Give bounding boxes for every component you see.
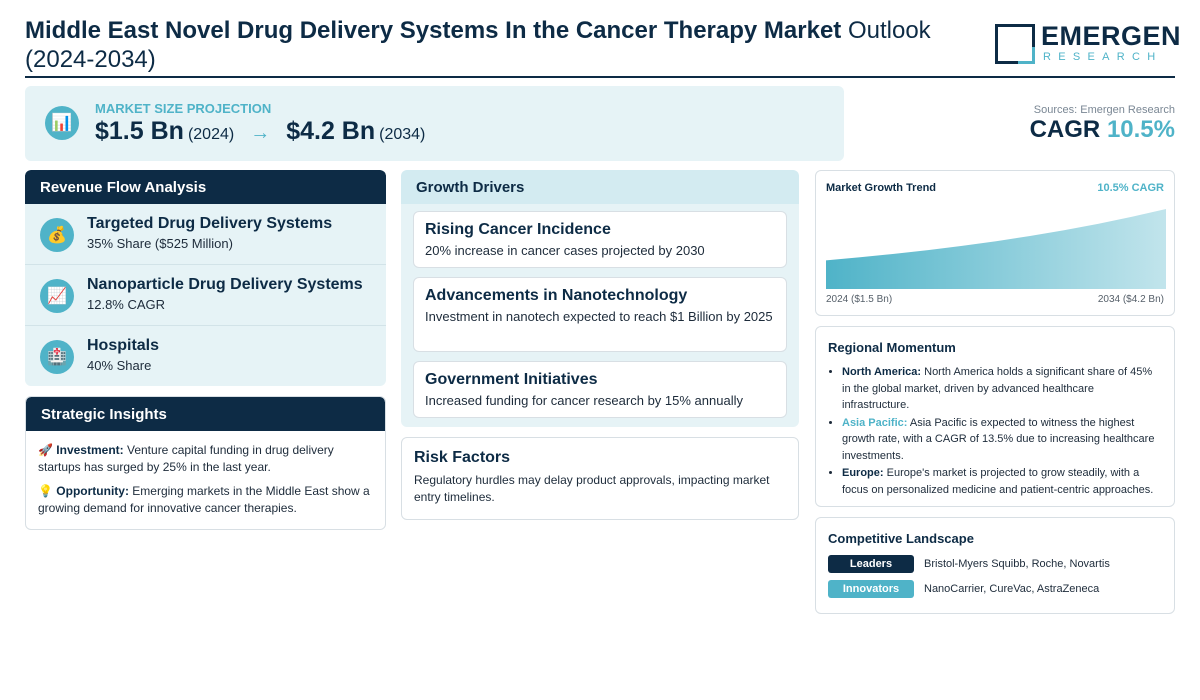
- logo-wordmark: EMERGEN: [1041, 21, 1182, 51]
- growth-driver-desc: Increased funding for cancer research by…: [425, 393, 743, 408]
- rocket-icon: 🚀: [38, 443, 53, 457]
- risk-factors-panel: Risk Factors Regulatory hurdles may dela…: [401, 437, 799, 520]
- cagr-summary: CAGR 10.5%: [1030, 116, 1175, 144]
- revenue-flow-title: Revenue Flow Analysis: [25, 170, 386, 204]
- competitive-landscape-title: Competitive Landscape: [828, 531, 974, 546]
- opportunity-insight: 💡 Opportunity: Emerging markets in the M…: [38, 483, 373, 517]
- page-title-rest: Outlook (2024-2034): [25, 17, 931, 73]
- opportunity-text: Emerging markets in the Middle East show…: [38, 484, 370, 515]
- market-size-projection: 📊 MARKET SIZE PROJECTION $1.5 Bn (2024) → $…: [25, 86, 844, 161]
- strategic-insights-title: Strategic Insights: [26, 397, 385, 431]
- growth-driver-title: Rising Cancer Incidence: [425, 221, 611, 238]
- trend-start-label: 2024 ($1.5 Bn): [826, 294, 893, 305]
- competitive-landscape-panel: Competitive Landscape Leaders Bristol-My…: [815, 517, 1175, 614]
- logo-subtitle: RESEARCH: [1043, 51, 1163, 63]
- bar-chart-icon: 📊: [45, 106, 79, 140]
- leaders-row: Leaders Bristol-Myers Squibb, Roche, Nov…: [828, 555, 1162, 573]
- lightbulb-icon: 💡: [38, 484, 53, 498]
- revenue-item: 🏥 Hospitals 40% Share: [25, 326, 386, 386]
- risk-factors-desc: Regulatory hurdles may delay product app…: [414, 473, 770, 504]
- investment-text: Venture capital funding in drug delivery…: [38, 443, 334, 474]
- projection-values: $1.5 Bn (2024) → $4.2 Bn (2034): [95, 117, 425, 146]
- revenue-item-title: Nanoparticle Drug Delivery Systems: [87, 276, 363, 293]
- opportunity-label: Opportunity:: [56, 484, 129, 498]
- growth-driver-card: Advancements in Nanotechnology Investmen…: [413, 277, 787, 352]
- revenue-item-sub: 35% Share ($525 Million): [87, 236, 233, 251]
- trend-up-icon: 📈: [40, 279, 74, 313]
- hospital-icon: 🏥: [40, 340, 74, 374]
- projection-start-year: (2024): [187, 126, 235, 143]
- strategic-insights-body: 🚀 Investment: Venture capital funding in…: [26, 431, 385, 517]
- revenue-item: 📈 Nanoparticle Drug Delivery Systems 12.…: [25, 265, 386, 326]
- region-name: Europe:: [842, 467, 884, 479]
- money-bag-icon: 💰: [40, 218, 74, 252]
- regional-list: North America: North America holds a sig…: [828, 364, 1162, 498]
- sources-text: Sources: Emergen Research: [1033, 104, 1175, 116]
- leaders-tag: Leaders: [828, 555, 914, 573]
- growth-driver-card: Government Initiatives Increased funding…: [413, 361, 787, 418]
- logo-mark-icon: [995, 24, 1035, 64]
- regional-item-asia-pacific: Asia Pacific: Asia Pacific is expected t…: [842, 415, 1162, 465]
- region-text: Asia Pacific is expected to witness the …: [842, 416, 1155, 462]
- trend-title: Market Growth Trend: [826, 182, 937, 194]
- trend-area: [826, 209, 1166, 289]
- regional-item-north-america: North America: North America holds a sig…: [842, 364, 1162, 414]
- arrow-right-icon: →: [250, 122, 271, 144]
- cagr-value: 10.5%: [1106, 116, 1175, 143]
- investment-label: Investment:: [56, 443, 124, 457]
- regional-momentum-title: Regional Momentum: [828, 340, 956, 355]
- projection-end-value: $4.2 Bn: [286, 117, 376, 145]
- region-text: Europe's market is projected to grow ste…: [842, 467, 1154, 496]
- page-title-bold: Middle East Novel Drug Delivery Systems …: [25, 17, 842, 44]
- region-name: North America:: [842, 366, 922, 378]
- leaders-names: Bristol-Myers Squibb, Roche, Novartis: [924, 558, 1110, 570]
- growth-driver-title: Government Initiatives: [425, 371, 598, 388]
- projection-start-value: $1.5 Bn: [95, 117, 184, 145]
- growth-driver-desc: 20% increase in cancer cases projected b…: [425, 243, 705, 258]
- revenue-item-sub: 12.8% CAGR: [87, 297, 166, 312]
- projection-end-year: (2034): [379, 126, 426, 143]
- investment-insight: 🚀 Investment: Venture capital funding in…: [38, 442, 373, 476]
- revenue-item: 💰 Targeted Drug Delivery Systems 35% Sha…: [25, 204, 386, 265]
- growth-driver-desc: Investment in nanotech expected to reach…: [425, 309, 773, 324]
- market-growth-trend-chart: Market Growth Trend 10.5% CAGR 2024 ($1.…: [815, 170, 1175, 316]
- trend-area-svg: [826, 209, 1166, 289]
- cagr-label: CAGR: [1029, 116, 1101, 143]
- regional-item-europe: Europe: Europe's market is projected to …: [842, 465, 1162, 498]
- region-text: North America holds a significant share …: [842, 366, 1153, 411]
- emergen-logo: EMERGEN RESEARCH: [995, 22, 1181, 66]
- trend-end-label: 2034 ($4.2 Bn): [1097, 294, 1164, 305]
- revenue-item-title: Targeted Drug Delivery Systems: [87, 215, 333, 232]
- projection-label: MARKET SIZE PROJECTION: [95, 101, 272, 116]
- page-title: Middle East Novel Drug Delivery Systems …: [25, 16, 965, 74]
- risk-factors-title: Risk Factors: [414, 449, 511, 466]
- header: Middle East Novel Drug Delivery Systems …: [25, 14, 1181, 78]
- growth-driver-title: Advancements in Nanotechnology: [425, 287, 688, 304]
- region-name: Asia Pacific:: [842, 416, 908, 429]
- growth-driver-card: Rising Cancer Incidence 20% increase in …: [413, 211, 787, 268]
- regional-momentum-panel: Regional Momentum North America: North A…: [815, 326, 1175, 507]
- revenue-item-title: Hospitals: [87, 337, 160, 354]
- revenue-item-sub: 40% Share: [87, 358, 152, 373]
- growth-drivers-title: Growth Drivers: [401, 170, 799, 204]
- innovators-tag: Innovators: [828, 580, 914, 598]
- innovators-row: Innovators NanoCarrier, CureVac, AstraZe…: [828, 580, 1162, 598]
- innovators-names: NanoCarrier, CureVac, AstraZeneca: [924, 583, 1100, 595]
- strategic-insights-panel: Strategic Insights 🚀 Investment: Venture…: [25, 396, 386, 530]
- revenue-flow-panel: Revenue Flow Analysis 💰 Targeted Drug De…: [25, 170, 386, 386]
- trend-cagr: 10.5% CAGR: [1097, 182, 1164, 194]
- growth-drivers-panel: Growth Drivers Rising Cancer Incidence 2…: [401, 170, 799, 427]
